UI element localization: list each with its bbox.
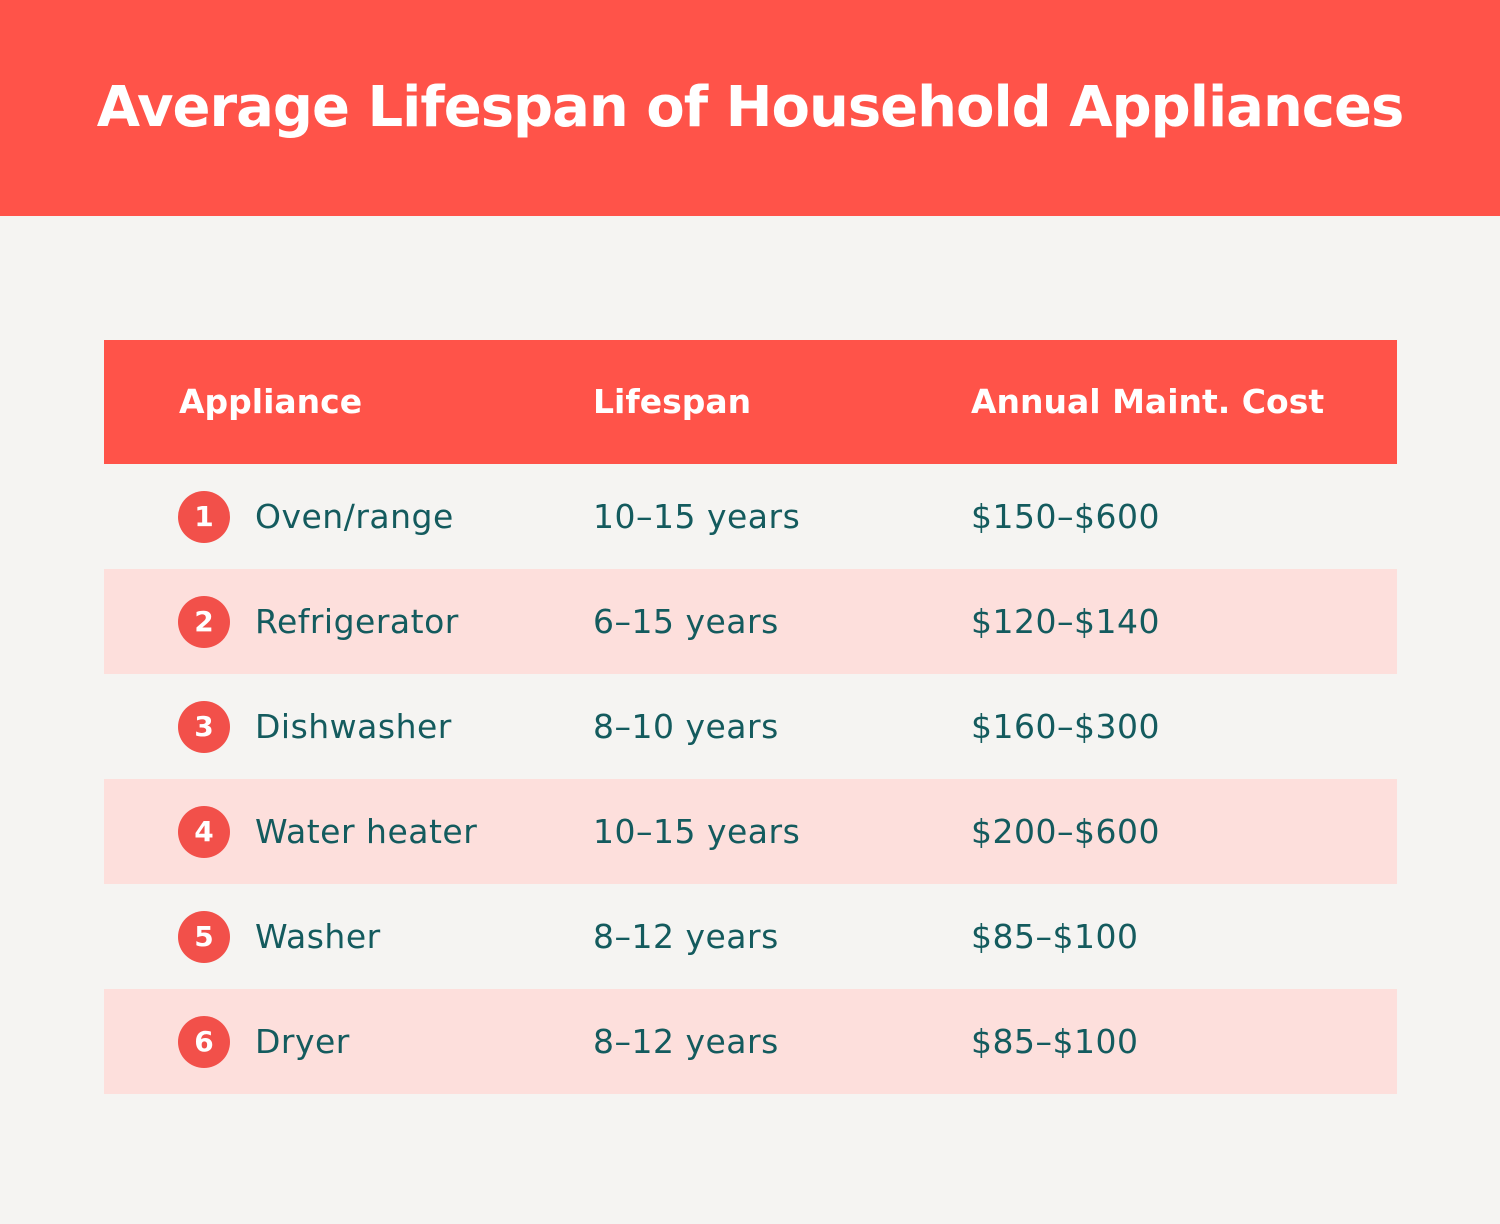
appliance-name: Dishwasher <box>255 707 452 746</box>
title-banner: Average Lifespan of Household Appliances <box>0 0 1500 216</box>
appliance-name: Oven/range <box>255 497 454 536</box>
column-header-lifespan: Lifespan <box>593 382 752 421</box>
appliance-name: Water heater <box>255 812 478 851</box>
row-number-badge: 4 <box>178 806 230 858</box>
lifespan-value: 8–10 years <box>593 707 779 746</box>
table-header: Appliance Lifespan Annual Maint. Cost <box>104 340 1397 464</box>
row-number-badge: 5 <box>178 911 230 963</box>
table-row: 1 Oven/range 10–15 years $150–$600 <box>104 464 1397 569</box>
column-header-appliance: Appliance <box>179 382 363 421</box>
appliance-table: Appliance Lifespan Annual Maint. Cost 1 … <box>104 340 1397 1094</box>
lifespan-value: 8–12 years <box>593 917 779 956</box>
lifespan-value: 6–15 years <box>593 602 779 641</box>
lifespan-value: 10–15 years <box>593 812 801 851</box>
table-row: 6 Dryer 8–12 years $85–$100 <box>104 989 1397 1094</box>
table-row: 4 Water heater 10–15 years $200–$600 <box>104 779 1397 884</box>
appliance-name: Refrigerator <box>255 602 459 641</box>
appliance-name: Washer <box>255 917 381 956</box>
table-row: 3 Dishwasher 8–10 years $160–$300 <box>104 674 1397 779</box>
cost-value: $200–$600 <box>971 812 1160 851</box>
cost-value: $160–$300 <box>971 707 1160 746</box>
lifespan-value: 8–12 years <box>593 1022 779 1061</box>
page-title: Average Lifespan of Household Appliances <box>96 74 1405 140</box>
column-header-cost: Annual Maint. Cost <box>971 382 1325 421</box>
row-number-badge: 6 <box>178 1016 230 1068</box>
table-row: 2 Refrigerator 6–15 years $120–$140 <box>104 569 1397 674</box>
cost-value: $120–$140 <box>971 602 1160 641</box>
cost-value: $85–$100 <box>971 917 1139 956</box>
cost-value: $85–$100 <box>971 1022 1139 1061</box>
lifespan-value: 10–15 years <box>593 497 801 536</box>
table-row: 5 Washer 8–12 years $85–$100 <box>104 884 1397 989</box>
cost-value: $150–$600 <box>971 497 1160 536</box>
row-number-badge: 1 <box>178 491 230 543</box>
row-number-badge: 3 <box>178 701 230 753</box>
appliance-name: Dryer <box>255 1022 350 1061</box>
row-number-badge: 2 <box>178 596 230 648</box>
